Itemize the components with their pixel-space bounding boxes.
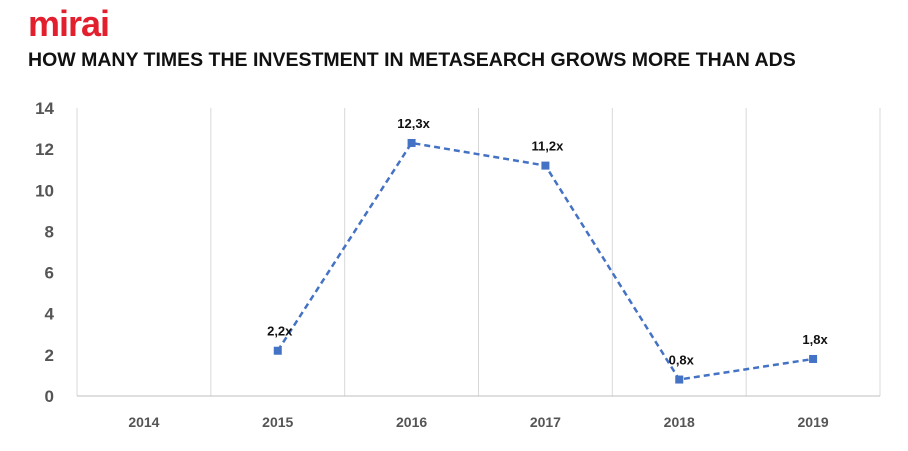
data-point-marker [675, 375, 684, 384]
y-tick-label: 10 [35, 181, 54, 200]
data-label: 2,2x [267, 324, 293, 339]
data-label: 1,8x [802, 332, 828, 347]
x-tick-label: 2019 [798, 414, 829, 430]
y-tick-label: 0 [45, 387, 54, 406]
series-line-path [276, 141, 814, 381]
y-tick-label: 6 [45, 264, 54, 283]
data-labels: 2,2x 12,3x 11,2x 0,8x 1,8x [267, 116, 828, 368]
x-tick-label: 2014 [128, 414, 159, 430]
data-point-marker [541, 161, 550, 170]
data-label: 12,3x [397, 116, 430, 131]
y-tick-label: 8 [45, 222, 54, 241]
data-point-marker [407, 138, 416, 147]
series-line [273, 138, 818, 384]
data-point-marker [809, 354, 818, 363]
y-tick-label: 12 [35, 140, 54, 159]
x-tick-label: 2015 [262, 414, 293, 430]
x-tick-label: 2018 [664, 414, 695, 430]
x-tick-label: 2017 [530, 414, 561, 430]
x-tick-label: 2016 [396, 414, 427, 430]
data-label: 11,2x [532, 139, 565, 154]
y-tick-label: 14 [35, 99, 54, 118]
y-tick-label: 2 [45, 346, 54, 365]
data-label: 0,8x [669, 353, 695, 368]
y-tick-label: 4 [45, 305, 55, 324]
axes: 0 2 4 6 8 10 12 14 2014 2015 2016 2017 2018 2019 [35, 99, 880, 430]
gridlines [210, 108, 881, 396]
chart-title: HOW MANY TIMES THE INVESTMENT IN METASEA… [28, 49, 796, 71]
data-point-marker [273, 346, 282, 355]
mirai-logo: mirai [28, 3, 110, 44]
